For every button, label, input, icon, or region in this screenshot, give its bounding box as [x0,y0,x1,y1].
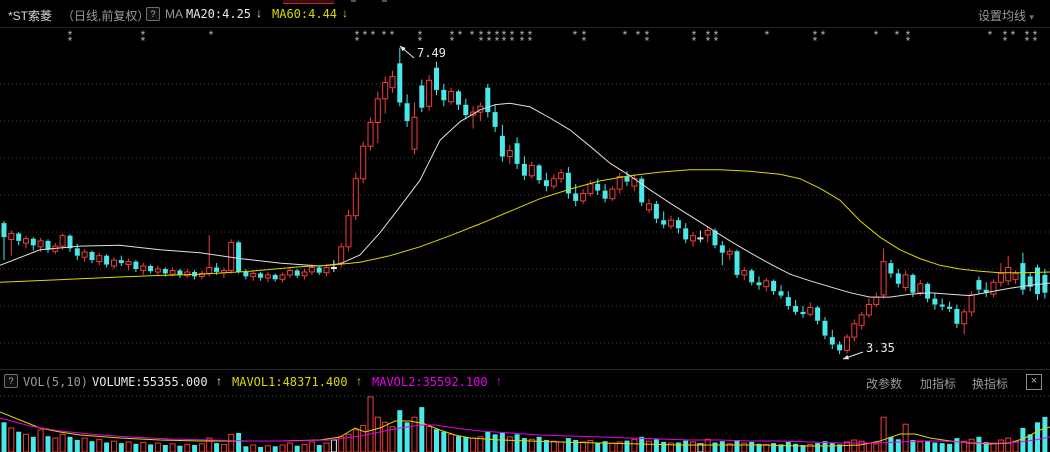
ma60-down-arrow-icon: ↓ [342,6,348,20]
change-params-button[interactable]: 改参数 [866,377,903,391]
mavol1-value: MAVOL1:48371.400 [232,375,348,389]
double-marker-icon[interactable]: * * [519,28,525,48]
ma60-value: MA60:4.44 [272,7,338,21]
switch-indicator-button[interactable]: 换指标 [972,377,1009,391]
stock-name: *ST索菱 [8,9,53,23]
ma-settings-label: 设置均线 [978,9,1027,23]
ma20-value: MA20:4.25 [186,7,252,21]
news-marker-icon[interactable]: * [622,28,628,42]
ma-settings-button[interactable]: 设置均线 ▾ [978,7,1034,24]
news-marker-icon[interactable]: * [635,28,641,42]
double-marker-icon[interactable]: * * [449,28,455,48]
news-marker-icon[interactable]: * [208,28,214,42]
volume-up-arrow-icon: ↑ [216,374,222,388]
news-marker-icon[interactable]: * [362,28,368,42]
double-marker-icon[interactable]: * * [705,28,711,48]
double-marker-icon[interactable]: * * [354,28,360,48]
period-label: （日线,前复权） [62,9,150,23]
volume-value: VOLUME:55355.000 [92,375,208,389]
news-marker-icon[interactable]: * [469,28,475,42]
indicator-name: MA [165,7,183,21]
news-marker-icon[interactable]: * [820,28,826,42]
double-marker-icon[interactable]: * * [812,28,818,48]
double-marker-icon[interactable]: * * [509,28,515,48]
close-icon[interactable]: × [1026,374,1042,390]
vol-indicator-label: VOL(5,10) [23,375,89,389]
double-marker-icon[interactable]: * * [1002,28,1008,48]
mavol2-line [0,417,1050,444]
double-marker-icon[interactable]: * * [1024,28,1030,48]
news-marker-icon[interactable]: * [370,28,376,42]
double-marker-icon[interactable]: * * [140,28,146,48]
double-marker-icon[interactable]: * * [1032,28,1038,48]
double-marker-icon[interactable]: * * [501,28,507,48]
double-marker-icon[interactable]: * * [644,28,650,48]
low-price-annotation: 3.35 [866,341,895,355]
chevron-down-icon: ▾ [1029,12,1034,22]
double-marker-icon[interactable]: * * [67,28,73,48]
ma20-down-arrow-icon: ↓ [256,6,262,20]
top-tick [382,0,387,2]
double-marker-icon[interactable]: * * [713,28,719,48]
news-marker-icon[interactable]: * [572,28,578,42]
mavol1-line [0,411,1050,447]
top-red-strip [283,0,334,4]
infobar-divider-top [0,369,1050,370]
news-marker-icon[interactable]: * [381,28,387,42]
ma60-line [0,169,1050,283]
mavol2-value: MAVOL2:35592.100 [372,375,488,389]
ma20-line [0,102,1050,298]
news-marker-icon[interactable]: * [457,28,463,42]
double-marker-icon[interactable]: * * [494,28,500,48]
header-divider [0,27,1050,28]
double-marker-icon[interactable]: * * [905,28,911,48]
double-marker-icon[interactable]: * * [486,28,492,48]
news-marker-icon[interactable]: * [894,28,900,42]
help-icon[interactable]: ? [146,7,160,21]
volume-bars-layer [1,396,1048,452]
double-marker-icon[interactable]: * * [417,28,423,48]
mavol1-up-arrow-icon: ↑ [356,374,362,388]
double-marker-icon[interactable]: * * [691,28,697,48]
news-marker-icon[interactable]: * [873,28,879,42]
candles-layer [1,47,1048,355]
add-indicator-button[interactable]: 加指标 [920,377,957,391]
high-price-annotation: 7.49 [417,46,446,60]
news-marker-icon[interactable]: * [764,28,770,42]
news-marker-icon[interactable]: * [1010,28,1016,42]
double-marker-icon[interactable]: * * [581,28,587,48]
mavol2-up-arrow-icon: ↑ [496,374,502,388]
top-tick [351,0,356,2]
news-marker-icon[interactable]: * [389,28,395,42]
double-marker-icon[interactable]: * * [527,28,533,48]
vol-help-icon[interactable]: ? [4,374,18,388]
news-marker-icon[interactable]: * [987,28,993,42]
double-marker-icon[interactable]: * * [478,28,484,48]
